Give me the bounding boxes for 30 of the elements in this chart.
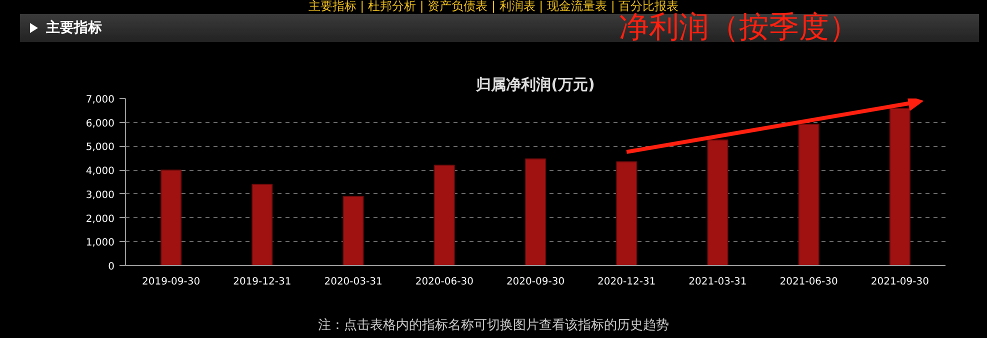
bar	[707, 140, 728, 266]
bar	[342, 196, 364, 266]
text: 主要指标	[46, 18, 102, 38]
text: 注：点击表格内的指标名称可切换图片查看该指标的历史趋势	[318, 317, 669, 335]
y-tick-label: 2,000	[86, 214, 115, 225]
bar	[889, 108, 910, 266]
text: 主要指标 | 杜邦分析 | 资产负债表 | 利润表 | 现金流量表 | 百分比报表	[308, 0, 679, 13]
chart-title: 归属净利润(万元)	[475, 76, 595, 94]
y-tick-label: 3,000	[86, 190, 115, 201]
y-tick-label: 6,000	[86, 118, 115, 130]
x-tick-label: 2021-09-30	[870, 276, 930, 288]
bar	[160, 170, 182, 266]
x-tick-label: 2019-09-30	[142, 276, 200, 288]
x-tick-label: 2020-03-31	[324, 276, 382, 288]
y-tick-label: 5,000	[86, 142, 115, 154]
x-tick-label: 2020-06-30	[415, 276, 474, 288]
bar	[434, 164, 455, 266]
x-tick-label: 2020-12-31	[598, 276, 656, 288]
x-tick-label: 2019-12-31	[233, 276, 292, 288]
y-tick-label: 7,000	[86, 94, 115, 106]
bar	[616, 161, 638, 266]
bar	[252, 184, 273, 266]
bar	[798, 124, 820, 266]
x-tick-label: 2020-09-30	[506, 276, 565, 288]
bar	[524, 158, 546, 266]
y-tick-label: 1,000	[86, 238, 115, 249]
x-tick-label: 2021-03-31	[688, 276, 747, 288]
y-tick-label: 4,000	[86, 166, 115, 178]
x-tick-label: 2021-06-30	[780, 276, 838, 288]
y-tick-label: 0	[108, 262, 115, 272]
